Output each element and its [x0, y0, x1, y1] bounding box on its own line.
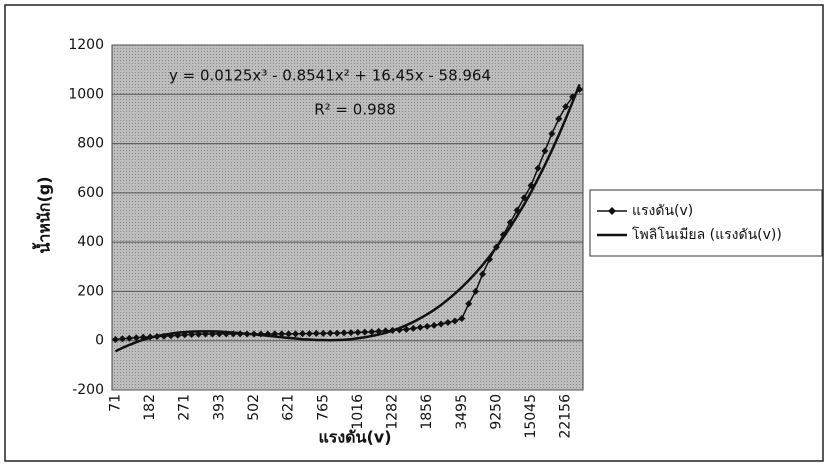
y-tick-label: 1200	[68, 37, 104, 53]
data-point	[278, 330, 286, 338]
trend-line	[114, 83, 581, 353]
x-tick-label: 393	[211, 394, 227, 421]
data-point	[479, 270, 487, 278]
data-point	[326, 329, 334, 337]
data-point	[402, 325, 410, 333]
data-point	[472, 287, 480, 295]
x-tick-label: 3495	[454, 394, 470, 430]
data-point	[125, 334, 133, 342]
x-tick-label: 22156	[558, 394, 574, 439]
x-tick-label: 502	[246, 394, 262, 421]
data-point	[361, 328, 369, 336]
data-point	[354, 328, 362, 336]
data-point	[118, 335, 126, 343]
data-point	[409, 324, 417, 332]
y-tick-label: 0	[95, 333, 104, 349]
data-point	[305, 330, 313, 338]
data-point	[534, 164, 542, 172]
data-point	[319, 329, 327, 337]
x-tick-label: 765	[315, 394, 331, 421]
data-point	[285, 330, 293, 338]
data-point	[555, 115, 563, 123]
data-point	[298, 330, 306, 338]
data-point	[444, 318, 452, 326]
data-point	[451, 317, 459, 325]
y-tick-label: 200	[77, 283, 104, 299]
x-tick-label: 15045	[523, 394, 539, 439]
data-point	[423, 322, 431, 330]
x-tick-label: 621	[281, 394, 297, 421]
x-tick-label: 1016	[350, 394, 366, 430]
data-point	[368, 328, 376, 336]
data-point	[333, 329, 341, 337]
data-point	[416, 323, 424, 331]
data-point	[111, 335, 119, 343]
legend	[589, 189, 823, 257]
y-tick-label: 600	[77, 185, 104, 201]
data-point	[132, 334, 140, 342]
y-tick-label: -200	[72, 382, 104, 398]
data-point	[458, 315, 466, 323]
legend-label: แรงดัน(v)	[632, 203, 693, 219]
x-tick-label: 9250	[488, 394, 504, 430]
y-tick-label: 1000	[68, 86, 104, 102]
data-point	[430, 321, 438, 329]
x-tick-label: 1282	[385, 394, 401, 430]
data-point	[541, 147, 549, 155]
data-point	[292, 330, 300, 338]
data-point	[562, 103, 570, 111]
y-axis-title: น้ำหนัก(g)	[32, 176, 54, 253]
legend-label: โพลิโนเมียล (แรงดัน(v))	[632, 226, 782, 243]
x-tick-label: 271	[177, 394, 193, 421]
x-axis-title: แรงดัน(v)	[318, 428, 391, 447]
data-point	[312, 329, 320, 337]
x-tick-label: 71	[107, 394, 123, 412]
data-point	[548, 130, 556, 138]
y-tick-label: 400	[77, 234, 104, 250]
trend-equation: y = 0.0125x³ - 0.8541x² + 16.45x - 58.96…	[169, 67, 491, 85]
data-point	[347, 329, 355, 337]
legend-marker	[608, 207, 616, 215]
data-point	[437, 320, 445, 328]
data-point	[465, 300, 473, 308]
x-tick-label: 182	[142, 394, 158, 421]
x-tick-label: 1856	[419, 394, 435, 430]
r-squared: R² = 0.988	[314, 101, 395, 119]
data-point	[340, 329, 348, 337]
y-tick-label: 800	[77, 136, 104, 152]
